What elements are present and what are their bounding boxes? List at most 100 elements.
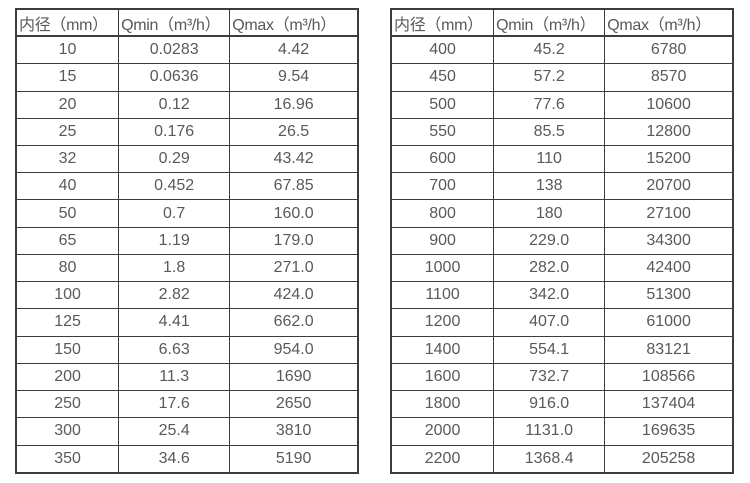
- table-cell: 600: [390, 144, 495, 174]
- table-cell: 51300: [604, 281, 734, 310]
- table-cell: 125: [15, 308, 120, 337]
- table-cell: 45.2: [493, 35, 606, 65]
- table-cell: 0.452: [118, 172, 231, 201]
- table-cell: 50: [15, 199, 120, 228]
- table-cell: 9.54: [229, 63, 359, 92]
- table-row: 40 0.452 67.85: [15, 172, 359, 201]
- table-row: 80 1.8 271.0: [15, 253, 359, 283]
- table-row: 600 110 15200: [390, 144, 734, 174]
- table-row: 15 0.0636 9.54: [15, 63, 359, 92]
- table-row: 2000 1131.0 169635: [390, 417, 734, 446]
- table-row: 550 85.5 12800: [390, 117, 734, 146]
- table-cell: 4.41: [118, 308, 231, 337]
- table-cell: 554.1: [493, 335, 606, 364]
- table-cell: 1.8: [118, 253, 231, 283]
- table-cell: 138: [493, 172, 606, 201]
- table-row: 125 4.41 662.0: [15, 308, 359, 337]
- flow-table-small-diameter: 内径（mm） Qmin（m³/h） Qmax（m³/h） 10 0.0283 4.4…: [15, 8, 359, 474]
- table-cell: 4.42: [229, 35, 359, 65]
- table-cell: 65: [15, 226, 120, 255]
- table-cell: 342.0: [493, 281, 606, 310]
- table-cell: 900: [390, 226, 495, 255]
- table-row: 350 34.6 5190: [15, 444, 359, 474]
- table-row: 500 77.6 10600: [390, 90, 734, 119]
- table-cell: 180: [493, 199, 606, 228]
- table-row: 800 180 27100: [390, 199, 734, 228]
- table-row: 10 0.0283 4.42: [15, 35, 359, 65]
- header-qmin: Qmin（m³/h）: [118, 8, 231, 37]
- header-row: 内径（mm） Qmin（m³/h） Qmax（m³/h）: [390, 8, 734, 37]
- table-row: 100 2.82 424.0: [15, 281, 359, 310]
- header-inner-diameter: 内径（mm）: [15, 8, 120, 37]
- table-cell: 407.0: [493, 308, 606, 337]
- table-cell: 229.0: [493, 226, 606, 255]
- table-cell: 43.42: [229, 144, 359, 174]
- table-cell: 500: [390, 90, 495, 119]
- table-row: 1400 554.1 83121: [390, 335, 734, 364]
- table-cell: 15: [15, 63, 120, 92]
- table-cell: 6.63: [118, 335, 231, 364]
- table-cell: 200: [15, 362, 120, 392]
- table-cell: 1400: [390, 335, 495, 364]
- table-row: 20 0.12 16.96: [15, 90, 359, 119]
- header-qmax: Qmax（m³/h）: [604, 8, 734, 37]
- table-cell: 800: [390, 199, 495, 228]
- header-qmin: Qmin（m³/h）: [493, 8, 606, 37]
- table-cell: 300: [15, 417, 120, 446]
- table-cell: 16.96: [229, 90, 359, 119]
- table-row: 300 25.4 3810: [15, 417, 359, 446]
- table-cell: 450: [390, 63, 495, 92]
- table-cell: 282.0: [493, 253, 606, 283]
- table-row: 900 229.0 34300: [390, 226, 734, 255]
- table-cell: 400: [390, 35, 495, 65]
- table-cell: 8570: [604, 63, 734, 92]
- table-cell: 17.6: [118, 390, 231, 419]
- table-cell: 1131.0: [493, 417, 606, 446]
- table-cell: 40: [15, 172, 120, 201]
- table-cell: 0.29: [118, 144, 231, 174]
- table-row: 150 6.63 954.0: [15, 335, 359, 364]
- table-cell: 6780: [604, 35, 734, 65]
- table-cell: 57.2: [493, 63, 606, 92]
- table-cell: 10: [15, 35, 120, 65]
- table-cell: 916.0: [493, 390, 606, 419]
- table-row: 25 0.176 26.5: [15, 117, 359, 146]
- table-cell: 12800: [604, 117, 734, 146]
- table-row: 32 0.29 43.42: [15, 144, 359, 174]
- table-cell: 80: [15, 253, 120, 283]
- table-cell: 2.82: [118, 281, 231, 310]
- table-cell: 110: [493, 144, 606, 174]
- table-cell: 25: [15, 117, 120, 146]
- table-cell: 67.85: [229, 172, 359, 201]
- table-cell: 0.0636: [118, 63, 231, 92]
- table-cell: 5190: [229, 444, 359, 474]
- header-qmax: Qmax（m³/h）: [229, 8, 359, 37]
- table-body: 400 45.2 6780 450 57.2 8570 500 77.6 10600 550 85.…: [390, 35, 734, 474]
- header-inner-diameter: 内径（mm）: [390, 8, 495, 37]
- table-cell: 137404: [604, 390, 734, 419]
- table-cell: 550: [390, 117, 495, 146]
- table-row: 1100 342.0 51300: [390, 281, 734, 310]
- table-cell: 2650: [229, 390, 359, 419]
- table-row: 2200 1368.4 205258: [390, 444, 734, 474]
- table-row: 200 11.3 1690: [15, 362, 359, 392]
- table-row: 65 1.19 179.0: [15, 226, 359, 255]
- table-cell: 1.19: [118, 226, 231, 255]
- table-cell: 1800: [390, 390, 495, 419]
- table-cell: 169635: [604, 417, 734, 446]
- table-row: 400 45.2 6780: [390, 35, 734, 65]
- table-cell: 732.7: [493, 362, 606, 392]
- table-cell: 20700: [604, 172, 734, 201]
- table-cell: 34.6: [118, 444, 231, 474]
- table-row: 450 57.2 8570: [390, 63, 734, 92]
- table-cell: 32: [15, 144, 120, 174]
- table-cell: 250: [15, 390, 120, 419]
- table-cell: 85.5: [493, 117, 606, 146]
- table-cell: 25.4: [118, 417, 231, 446]
- table-cell: 350: [15, 444, 120, 474]
- table-cell: 83121: [604, 335, 734, 364]
- table-cell: 26.5: [229, 117, 359, 146]
- table-cell: 77.6: [493, 90, 606, 119]
- table-cell: 1100: [390, 281, 495, 310]
